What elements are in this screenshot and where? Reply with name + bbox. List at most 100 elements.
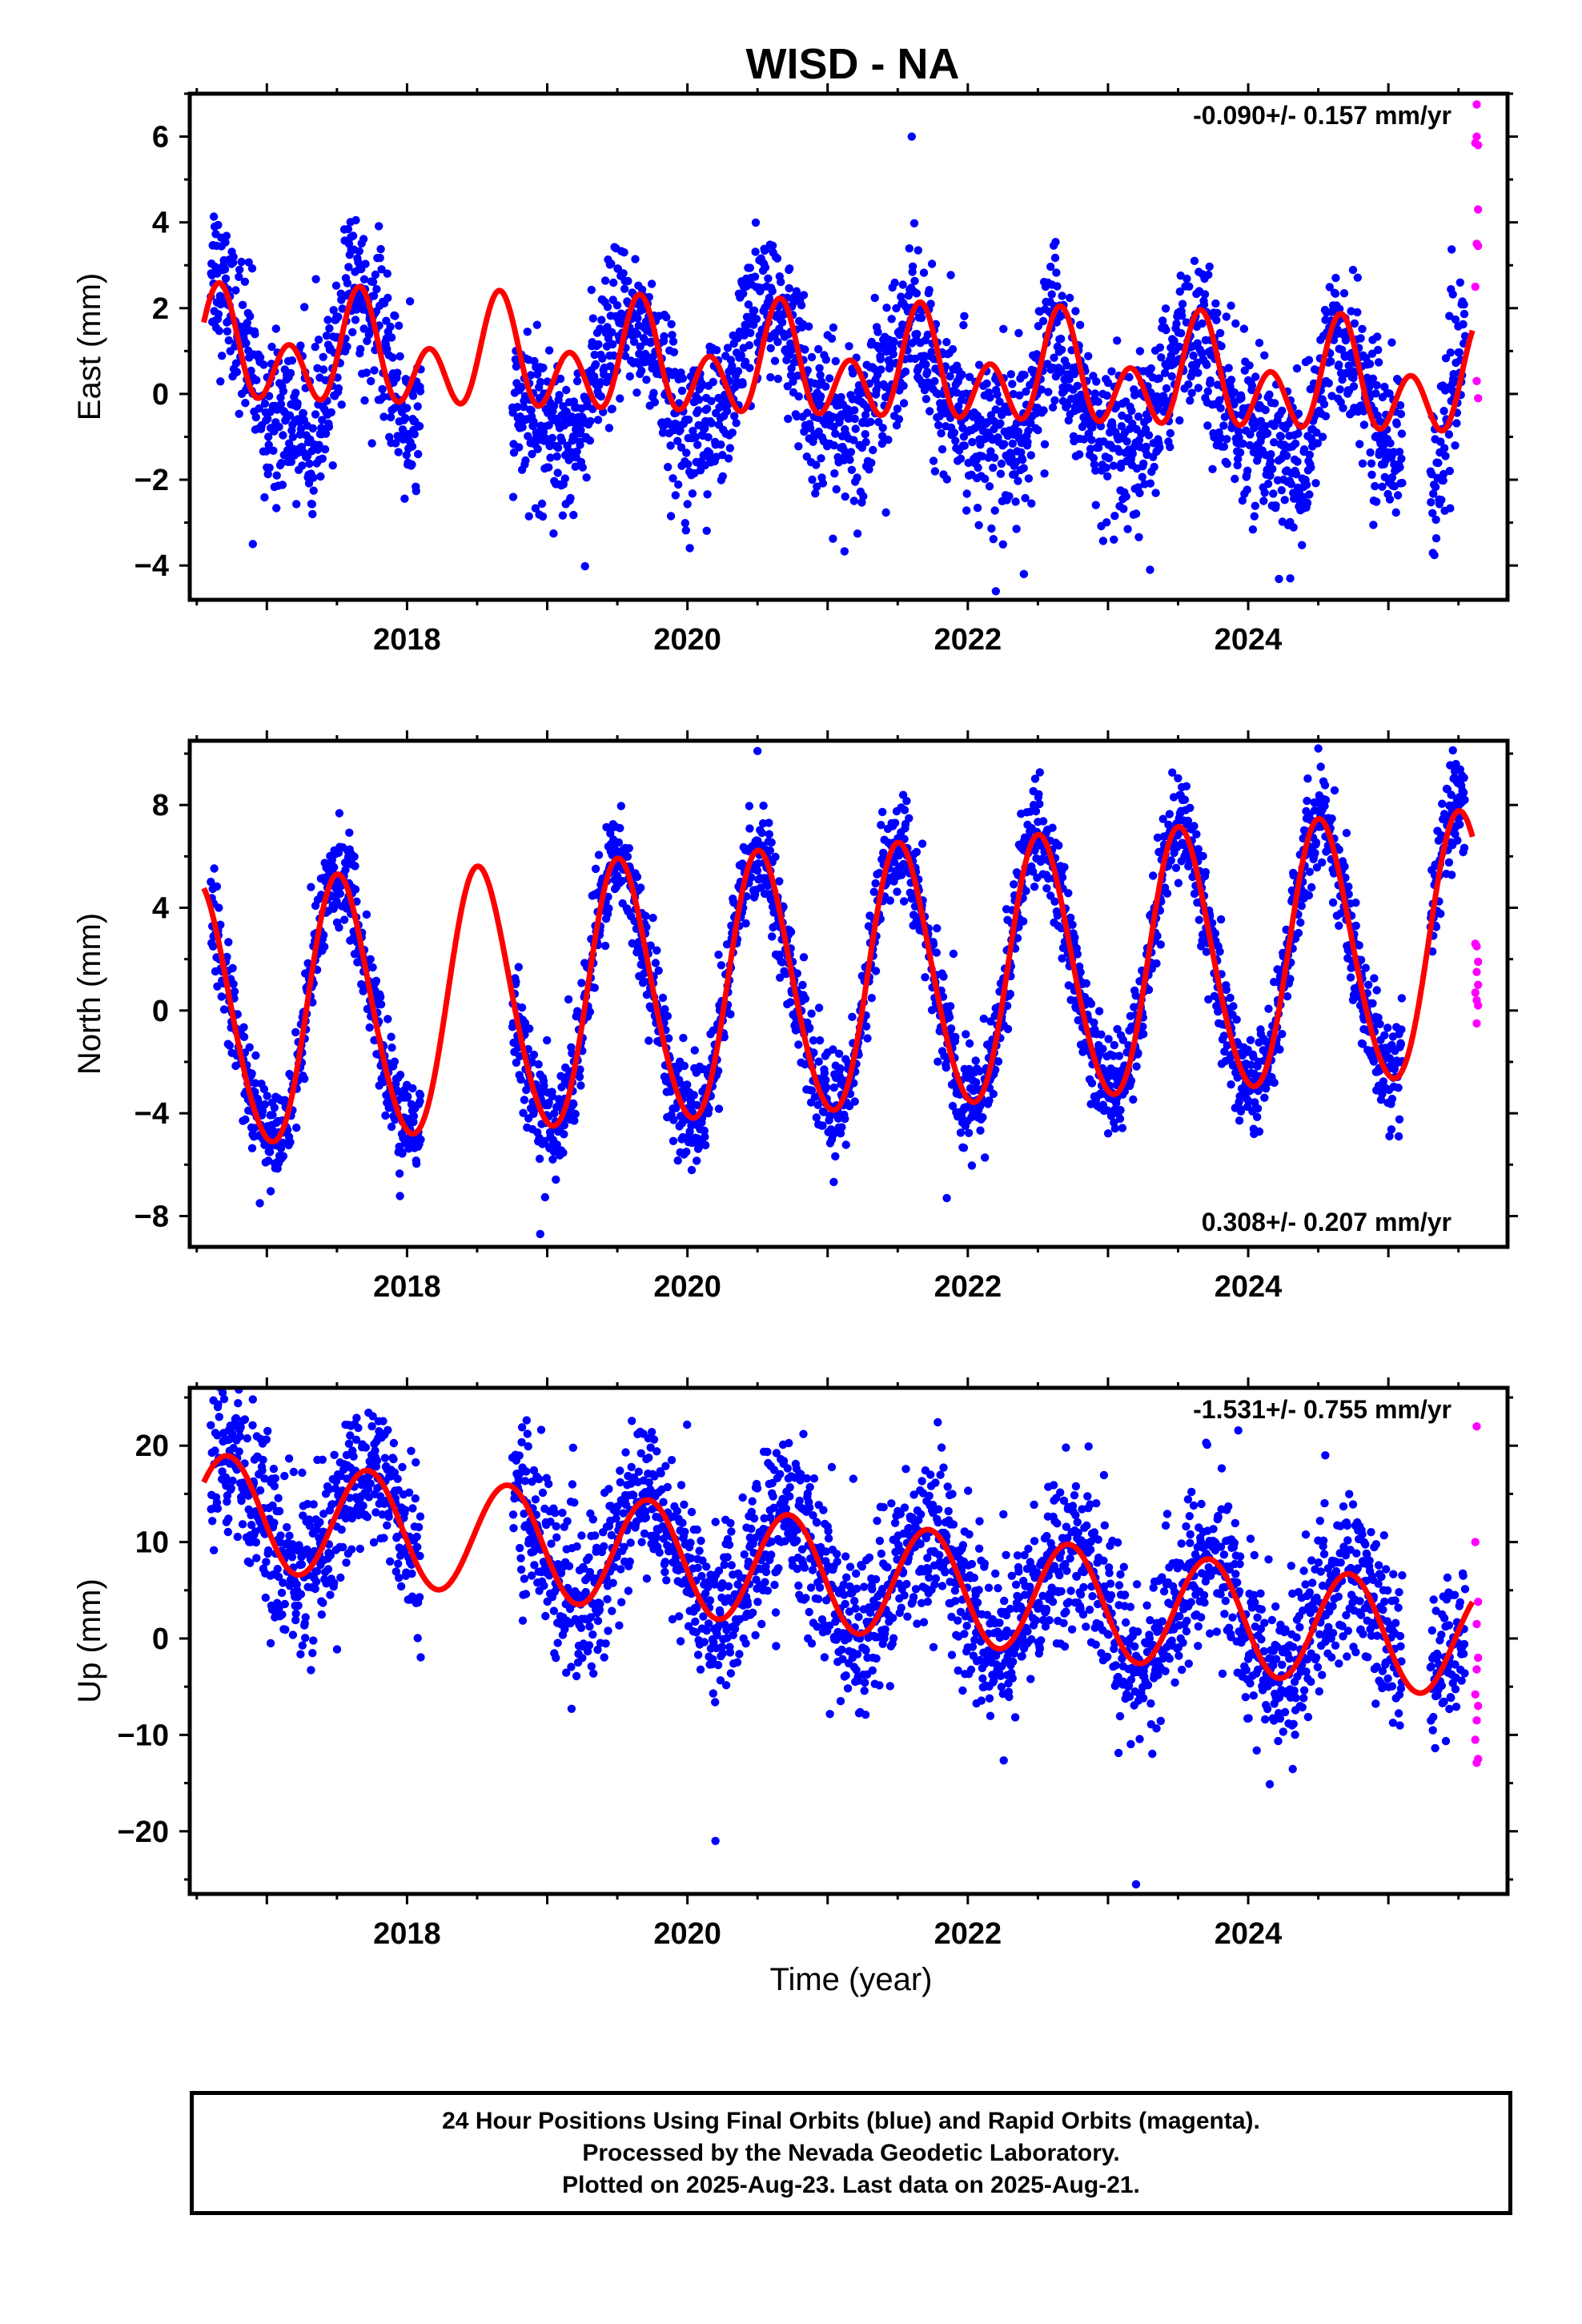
final-orbit-point bbox=[1065, 375, 1074, 384]
final-orbit-point bbox=[277, 459, 286, 468]
final-orbit-point bbox=[391, 439, 400, 448]
final-orbit-point bbox=[763, 881, 773, 891]
final-orbit-point bbox=[648, 914, 657, 923]
final-orbit-point bbox=[1298, 541, 1307, 549]
final-orbit-point bbox=[946, 413, 955, 422]
final-orbit-point bbox=[563, 441, 572, 450]
y-tick-label: 6 bbox=[152, 121, 169, 155]
final-orbit-point bbox=[1128, 449, 1138, 458]
final-orbit-point bbox=[679, 1033, 688, 1043]
final-orbit-point bbox=[1238, 496, 1247, 505]
final-orbit-point bbox=[1150, 462, 1158, 472]
final-orbit-point bbox=[908, 262, 917, 271]
final-orbit-point bbox=[859, 492, 868, 501]
final-orbit-point bbox=[971, 1056, 980, 1065]
final-orbit-point bbox=[292, 500, 301, 509]
final-orbit-point bbox=[248, 540, 257, 549]
final-orbit-point bbox=[685, 544, 694, 553]
final-orbit-point bbox=[395, 1169, 404, 1178]
final-orbit-point bbox=[671, 491, 680, 500]
final-orbit-point bbox=[1087, 436, 1096, 444]
final-orbit-point bbox=[674, 480, 683, 489]
final-orbit-point bbox=[221, 238, 230, 247]
final-orbit-point bbox=[884, 436, 893, 444]
final-orbit-point bbox=[616, 802, 625, 810]
final-orbit-point bbox=[1445, 312, 1454, 320]
final-orbit-point bbox=[209, 212, 219, 221]
final-orbit-point bbox=[929, 456, 938, 465]
final-orbit-point bbox=[1071, 307, 1080, 316]
final-orbit-point bbox=[536, 377, 545, 387]
final-orbit-point bbox=[260, 493, 269, 502]
final-orbit-point bbox=[841, 1140, 850, 1149]
final-orbit-point bbox=[749, 306, 759, 315]
final-orbit-point bbox=[712, 346, 721, 355]
final-orbit-point bbox=[694, 1143, 704, 1152]
final-orbit-point bbox=[853, 473, 861, 482]
final-orbit-point bbox=[387, 1043, 396, 1052]
final-orbit-point bbox=[738, 380, 747, 388]
final-orbit-point bbox=[272, 504, 281, 513]
final-orbit-point bbox=[633, 314, 642, 323]
final-orbit-point bbox=[1040, 469, 1049, 478]
final-orbit-point bbox=[1154, 374, 1164, 383]
final-orbit-point bbox=[651, 959, 661, 967]
final-orbit-point bbox=[1158, 316, 1167, 325]
final-orbit-point bbox=[820, 1068, 829, 1078]
final-orbit-point bbox=[684, 415, 693, 424]
final-orbit-point bbox=[1199, 300, 1209, 309]
final-orbit-point bbox=[669, 348, 679, 356]
final-orbit-point bbox=[959, 320, 968, 330]
final-orbit-point bbox=[1304, 356, 1314, 364]
final-orbit-point bbox=[318, 416, 327, 424]
final-orbit-point bbox=[1243, 485, 1251, 494]
final-orbit-point bbox=[286, 1138, 295, 1147]
final-orbit-point bbox=[1129, 1095, 1138, 1104]
final-orbit-point bbox=[693, 1100, 701, 1110]
final-orbit-point bbox=[251, 1051, 260, 1060]
final-orbit-point bbox=[1312, 428, 1321, 437]
final-orbit-point bbox=[829, 1045, 837, 1054]
final-orbit-point bbox=[609, 278, 618, 287]
final-orbit-point bbox=[890, 818, 900, 827]
final-orbit-point bbox=[292, 1124, 301, 1132]
final-orbit-point bbox=[311, 343, 319, 352]
final-orbit-point bbox=[974, 521, 983, 529]
final-orbit-point bbox=[987, 524, 996, 533]
final-orbit-point bbox=[669, 1116, 678, 1124]
final-orbit-point bbox=[1307, 463, 1315, 472]
final-orbit-point bbox=[745, 802, 754, 810]
final-orbit-point bbox=[951, 436, 960, 445]
final-orbit-point bbox=[1085, 429, 1094, 438]
final-orbit-point bbox=[1368, 374, 1378, 383]
final-orbit-point bbox=[513, 403, 522, 412]
final-orbit-point bbox=[990, 453, 999, 462]
final-orbit-point bbox=[805, 322, 813, 331]
final-orbit-point bbox=[517, 1003, 527, 1012]
final-orbit-point bbox=[1328, 308, 1337, 316]
final-orbit-point bbox=[913, 329, 921, 339]
final-orbit-point bbox=[1038, 316, 1048, 326]
final-orbit-point bbox=[562, 385, 571, 395]
final-orbit-point bbox=[532, 320, 541, 329]
final-orbit-point bbox=[1266, 471, 1275, 480]
final-orbit-point bbox=[1022, 387, 1030, 396]
final-orbit-point bbox=[813, 1100, 822, 1110]
final-orbit-point bbox=[276, 400, 286, 408]
final-orbit-point bbox=[516, 1075, 525, 1084]
final-orbit-point bbox=[1152, 959, 1161, 968]
final-orbit-point bbox=[1089, 453, 1098, 463]
final-orbit-point bbox=[663, 1011, 672, 1021]
final-orbit-point bbox=[662, 313, 671, 322]
rapid-orbit-points bbox=[1471, 100, 1483, 403]
final-orbit-point bbox=[1011, 497, 1020, 506]
final-orbit-point bbox=[1010, 470, 1019, 479]
x-tick-label: 2018 bbox=[373, 623, 441, 657]
final-orbit-point bbox=[1227, 301, 1235, 310]
final-orbit-point bbox=[315, 440, 323, 449]
final-orbit-point bbox=[1271, 501, 1280, 510]
final-orbit-point bbox=[848, 1012, 857, 1022]
y-tick-label: 0 bbox=[152, 378, 169, 412]
final-orbit-point bbox=[1374, 345, 1383, 355]
final-orbit-point bbox=[311, 410, 320, 419]
